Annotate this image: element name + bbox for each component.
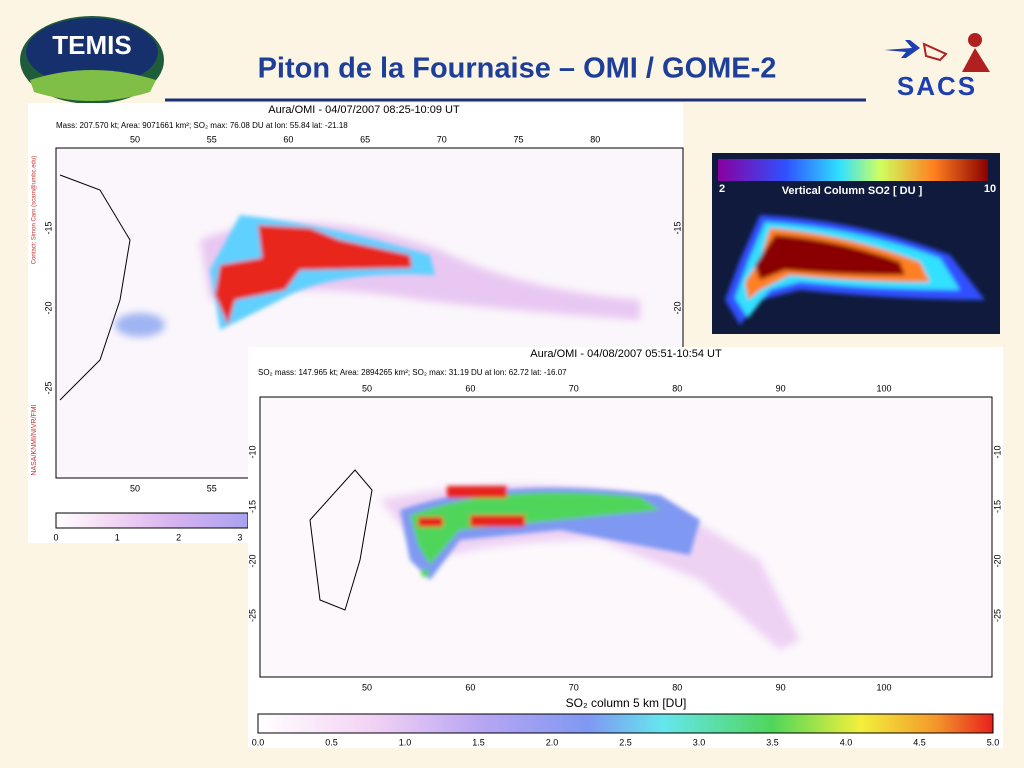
tick-label: 60 — [465, 682, 475, 692]
tick-label: 100 — [876, 383, 891, 393]
tick-label: -10 — [247, 445, 257, 458]
map-title: Aura/OMI - 04/08/2007 05:51-10:54 UT — [530, 348, 722, 360]
credit: NASA/KNMI/NIVR/FMI — [31, 404, 38, 475]
tick-label: 80 — [672, 383, 682, 393]
tick-label: 2.5 — [619, 737, 632, 747]
tick-label: 0.0 — [252, 737, 265, 747]
tick-label: 3.5 — [766, 737, 779, 747]
tick-label: 3 — [237, 532, 242, 542]
tick-label: 65 — [360, 134, 370, 144]
tick-label: 5.0 — [987, 737, 1000, 747]
tick-label: -15 — [43, 221, 53, 234]
tick-label: 4.5 — [913, 737, 926, 747]
tick-label: 3.0 — [693, 737, 706, 747]
tick-label: 50 — [362, 383, 372, 393]
tick-label: 50 — [130, 483, 140, 493]
logo-text: TEMIS — [52, 30, 131, 60]
tick-label: 0.5 — [325, 737, 338, 747]
tick-label: 2 — [176, 532, 181, 542]
map-info: Mass: 207.570 kt; Area: 9071661 km²; SO₂… — [56, 121, 348, 130]
tick-label: -15 — [672, 221, 682, 234]
sacs-logo: SACS — [884, 33, 990, 101]
colorbar-max: 10 — [984, 183, 996, 195]
colorbar-min: 2 — [719, 183, 725, 195]
tick-label: -20 — [247, 554, 257, 567]
tick-label: 90 — [776, 383, 786, 393]
map-info: SO₂ mass: 147.965 kt; Area: 2894265 km²;… — [258, 368, 567, 377]
tick-label: -25 — [43, 381, 53, 394]
colorbar-label: SO₂ column 5 km [DU] — [566, 696, 687, 710]
tick-label: -20 — [992, 554, 1002, 567]
tick-label: -15 — [247, 500, 257, 513]
credit: Contact: Simon Carn (scarn@umbc.edu) — [32, 156, 38, 264]
tick-label: -25 — [247, 609, 257, 622]
tick-label: -20 — [43, 301, 53, 314]
tick-label: 55 — [207, 134, 217, 144]
tick-label: 1 — [115, 532, 120, 542]
map-title: Aura/OMI - 04/07/2007 08:25-10:09 UT — [268, 104, 460, 116]
tick-label: 60 — [283, 134, 293, 144]
tick-label: -25 — [992, 609, 1002, 622]
tick-label: -20 — [672, 301, 682, 314]
map-figure: Aura/OMI - 04/08/2007 05:51-10:54 UT SO₂… — [247, 347, 1003, 748]
tick-label: 55 — [207, 483, 217, 493]
tick-label: 0 — [53, 532, 58, 542]
tick-label: 50 — [130, 134, 140, 144]
logo-text: SACS — [897, 71, 977, 101]
tick-label: 100 — [876, 682, 891, 692]
tick-label: -10 — [992, 445, 1002, 458]
tick-label: 70 — [569, 682, 579, 692]
tick-label: -15 — [992, 500, 1002, 513]
tick-label: 1.0 — [399, 737, 412, 747]
tick-label: 2.0 — [546, 737, 559, 747]
colorbar-label: Vertical Column SO2 [ DU ] — [782, 185, 923, 197]
tick-label: 75 — [513, 134, 523, 144]
tick-label: 50 — [362, 682, 372, 692]
tick-label: 70 — [569, 383, 579, 393]
tick-label: 4.0 — [840, 737, 853, 747]
tick-label: 70 — [437, 134, 447, 144]
inset-map: 2 Vertical Column SO2 [ DU ] 10 — [712, 153, 1000, 334]
tick-label: 90 — [776, 682, 786, 692]
tick-label: 1.5 — [472, 737, 485, 747]
tick-label: 80 — [672, 682, 682, 692]
tick-label: 60 — [465, 383, 475, 393]
temis-logo: TEMIS — [20, 16, 164, 104]
slide-title: Piton de la Fournaise – OMI / GOME-2 — [258, 53, 777, 85]
tick-label: 80 — [590, 134, 600, 144]
